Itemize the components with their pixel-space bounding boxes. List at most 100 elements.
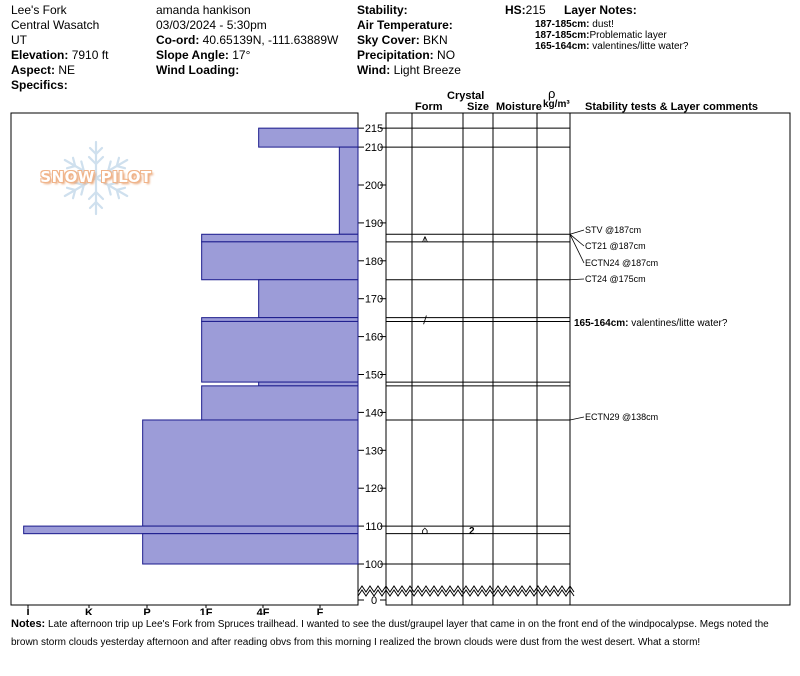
coord-value: 40.65139N, -111.63889W — [202, 33, 339, 47]
annotations-layer: STV @187cm CT21 @187cm ECTN24 @187cm CT24 @… — [569, 225, 728, 422]
aspect-value: NE — [58, 63, 76, 77]
wind-value: Light Breeze — [393, 63, 461, 77]
hs-value: 215 — [525, 3, 546, 17]
notes-text: Late afternoon trip up Lee's Fork from S… — [11, 619, 769, 648]
snowflake-icon — [60, 140, 132, 216]
depth-tick-label: 215 — [365, 123, 383, 135]
stability-test-label: STV @187cm — [585, 225, 641, 235]
depth-tick-label: 200 — [365, 180, 383, 192]
test-arrow — [569, 278, 585, 281]
layer-note: 165-164cm: valentines/litte water? — [535, 41, 688, 52]
depth-tick-label: 210 — [365, 142, 383, 154]
aspect-row: Aspect: NE — [11, 63, 75, 78]
test-arrow — [569, 234, 585, 264]
axis-break — [357, 585, 575, 593]
observer-name: amanda hankison — [156, 3, 251, 17]
hs-label: HS: — [505, 3, 526, 17]
crystal-header: Crystal — [447, 90, 485, 102]
notes-label: Notes: — [11, 618, 46, 630]
hardness-bar — [142, 419, 359, 527]
hardness-tick-label: I — [26, 607, 29, 615]
stability-label: Stability: — [357, 3, 408, 17]
comments-header: Stability tests & Layer comments — [585, 101, 759, 113]
layer-note-range: 187-185cm: — [535, 19, 590, 30]
test-arrow — [569, 416, 585, 421]
wind-label: Wind: — [357, 63, 391, 77]
layer-comment-range: 165-164cm: — [574, 318, 631, 329]
layer-comment: 165-164cm: valentines/litte water? — [574, 318, 728, 329]
stability-test-label: ECTN29 @138cm — [585, 412, 658, 422]
hardness-tick-label: K — [85, 607, 93, 615]
moisture-header: Moisture — [496, 101, 542, 113]
depth-tick-label: 0 — [371, 595, 377, 607]
hardness-bar — [338, 146, 359, 235]
depth-tick-label: 100 — [365, 559, 383, 571]
slope-label: Slope Angle: — [156, 48, 229, 62]
depth-tick-label: 170 — [365, 294, 383, 306]
depth-tick-label: 140 — [365, 407, 383, 419]
size-header: Size — [467, 101, 490, 113]
layer-note-text: valentines/litte water? — [592, 41, 689, 52]
layer-note-text: dust! — [592, 19, 614, 30]
sky-value: BKN — [423, 33, 448, 47]
slope-row: Slope Angle: 17° — [156, 48, 250, 63]
logo-text: SNOW PILOT — [40, 168, 152, 186]
sky-label: Sky Cover: — [357, 33, 420, 47]
density-unit: kg/m³ — [543, 99, 570, 110]
snowpilot-logo: SNOW PILOT — [34, 138, 158, 218]
elevation-value: 7910 ft — [71, 48, 109, 62]
hardness-bar — [258, 279, 359, 319]
stability-test-label: CT24 @175cm — [585, 274, 646, 284]
melt-freeze-crust-symbol: ⌂ — [422, 524, 429, 537]
hardness-tick-label: 4F — [257, 607, 270, 615]
depth-tick-label: 120 — [365, 483, 383, 495]
slope-value: 17° — [232, 48, 251, 62]
decomposing-symbol: / — [423, 314, 427, 327]
range-name: Central Wasatch — [11, 18, 100, 32]
coord-row: Co-ord: 40.65139N, -111.63889W — [156, 33, 338, 48]
location-name: Lee's Fork — [11, 3, 67, 17]
elevation-row: Elevation: 7910 ft — [11, 48, 108, 63]
hardness-tick-label: F — [317, 607, 324, 615]
layer-comment-text: valentines/litte water? — [631, 318, 728, 329]
depth-tick-label: 150 — [365, 370, 383, 382]
depth-tick-label: 110 — [365, 521, 383, 533]
hardness-bar — [258, 381, 359, 387]
wind-row: Wind: Light Breeze — [357, 63, 461, 78]
layer-note-range: 187-185cm: — [535, 30, 590, 41]
hs-row: HS:215 — [505, 3, 546, 18]
crystal-size: 2 — [469, 526, 475, 537]
snow-profile-chart: I K P 1F 4F F 0 100 110 120 130 140 150 160 170 180 190 2… — [10, 112, 791, 615]
hardness-tick-label: P — [143, 607, 150, 615]
form-header: Form — [415, 101, 443, 113]
test-arrow — [569, 229, 585, 235]
layer-notes-title: Layer Notes: — [564, 3, 637, 17]
stability-test-label: ECTN24 @187cm — [585, 258, 658, 268]
hardness-bar — [201, 233, 359, 243]
rho-symbol: ρ — [548, 86, 556, 101]
sky-row: Sky Cover: BKN — [357, 33, 448, 48]
precip-value: NO — [437, 48, 456, 62]
precip-row: Precipitation: NO — [357, 48, 455, 63]
surface-hoar-faceted-symbol: ⩚ — [422, 232, 428, 245]
depth-tick-label: 160 — [365, 332, 383, 344]
hardness-bar — [23, 525, 359, 535]
elevation-label: Elevation: — [11, 48, 69, 62]
depth-tick-label: 180 — [365, 256, 383, 268]
profile-frame — [385, 112, 791, 606]
hardness-bar — [142, 533, 359, 565]
hardness-bar — [201, 320, 359, 383]
depth-tick-label: 130 — [365, 445, 383, 457]
stability-test-label: CT21 @187cm — [585, 241, 646, 251]
precip-label: Precipitation: — [357, 48, 434, 62]
hardness-bar — [201, 241, 359, 281]
hardness-bar — [201, 385, 359, 421]
axes-layer: I K P 1F 4F F 0 100 110 120 130 140 150 160 170 180 190 2… — [10, 112, 791, 615]
hardness-tick-label: 1F — [200, 607, 213, 615]
axis-break — [357, 589, 575, 597]
hardness-bar — [201, 317, 359, 322]
notes-block: Notes: Late afternoon trip up Lee's Fork… — [11, 615, 791, 652]
layer-note-text: Problematic layer — [589, 30, 667, 41]
aspect-label: Aspect: — [11, 63, 56, 77]
layer-note: 187-185cm:Problematic layer — [535, 30, 667, 41]
